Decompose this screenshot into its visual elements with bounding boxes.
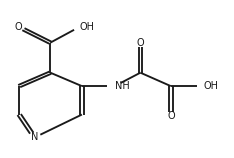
Text: O: O bbox=[15, 22, 22, 32]
Text: O: O bbox=[137, 38, 144, 48]
Text: N: N bbox=[31, 132, 38, 143]
Text: OH: OH bbox=[204, 81, 219, 91]
Text: OH: OH bbox=[80, 22, 95, 32]
Text: O: O bbox=[167, 111, 175, 121]
Text: NH: NH bbox=[115, 81, 129, 91]
